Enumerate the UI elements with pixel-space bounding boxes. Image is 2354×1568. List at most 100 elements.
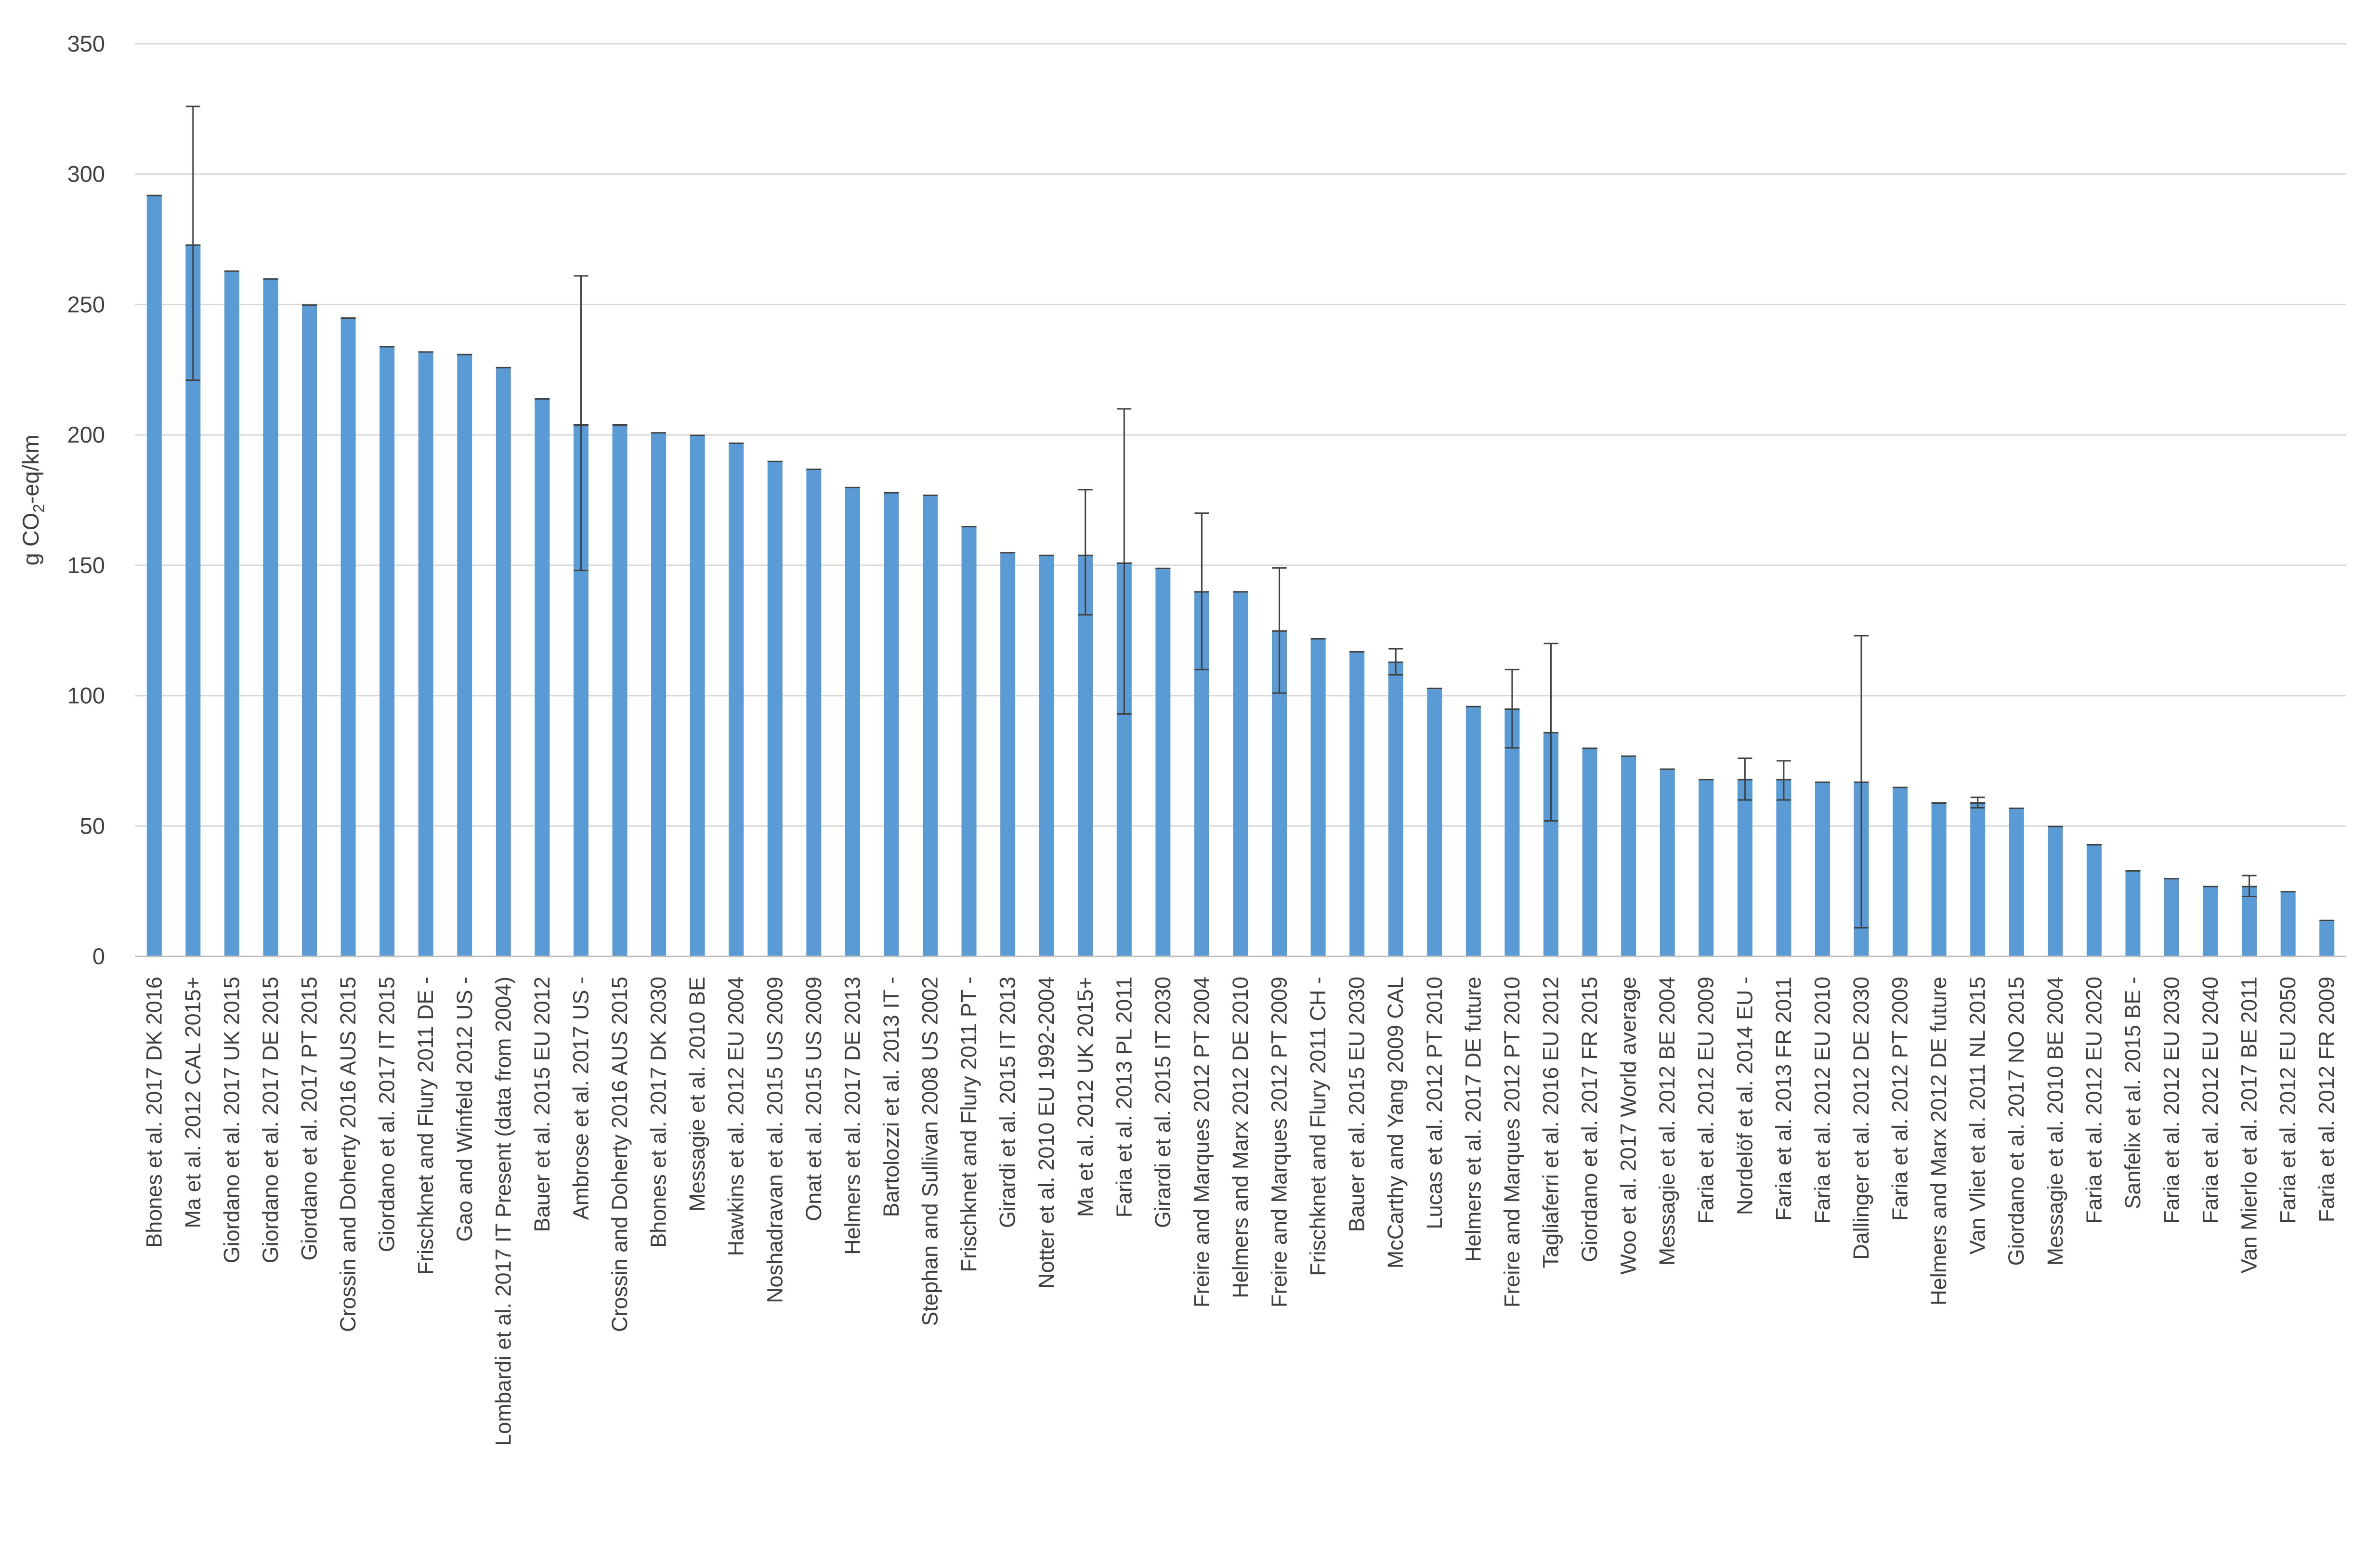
x-tick-label: Freire and Marques 2012 PT 2004 — [1189, 977, 1214, 1307]
x-tick-label: Hawkins et al. 2012 EU 2004 — [724, 977, 748, 1256]
bar — [2242, 886, 2257, 956]
x-tick-label: Nordelöf et al. 2014 EU - — [1732, 977, 1757, 1215]
x-tick-label: Helmers et al. 2017 DE future — [1461, 977, 1485, 1262]
bar — [457, 354, 472, 956]
x-tick-label: Giordano et al. 2017 IT 2015 — [375, 977, 399, 1252]
x-tick-label: Giordano et al. 2017 NO 2015 — [2004, 977, 2028, 1266]
y-tick-labels: 0 50 100 150 200 250 300 350 — [67, 31, 105, 969]
bar — [1660, 769, 1675, 956]
x-tick-label: Giordano et al. 2017 PT 2015 — [297, 977, 322, 1261]
x-tick-label: Faria et al. 2012 EU 2040 — [2198, 977, 2223, 1224]
x-tick-label: Girardi et al. 2015 IT 2030 — [1151, 977, 1175, 1228]
x-tick-label: Faria et al. 2012 EU 2010 — [1810, 977, 1834, 1224]
x-tick-label: Faria et al. 2013 PL 2011 — [1112, 977, 1136, 1217]
bar — [690, 435, 705, 957]
bar — [379, 346, 395, 956]
x-tick-label: Tagliaferri et al. 2016 EU 2012 — [1538, 977, 1563, 1268]
y-tick-label: 150 — [67, 552, 105, 578]
y-tick-label: 350 — [67, 31, 105, 56]
x-tick-label: Faria et al. 2012 PT 2009 — [1888, 977, 1912, 1221]
x-tick-label: Faria et al. 2012 EU 2030 — [2159, 977, 2184, 1224]
bar — [146, 195, 162, 956]
bar — [1310, 638, 1326, 956]
y-axis-title: g CO2-eq/km — [18, 435, 48, 566]
x-tick-label: Lombardi et al. 2017 IT Present (data fr… — [491, 977, 515, 1446]
x-tick-label: Messagie et al. 2010 BE 2004 — [2043, 977, 2067, 1266]
x-tick-label: Messagie et al. 2012 BE 2004 — [1655, 977, 1679, 1266]
bar — [340, 317, 356, 956]
error-bars — [146, 105, 2335, 928]
x-tick-label: Woo et al. 2017 World average — [1616, 977, 1641, 1275]
bar — [496, 367, 511, 957]
x-tick-label: Helmers et al. 2017 DE 2013 — [840, 977, 864, 1255]
x-tick-label: Dallinger et al. 2012 DE 2030 — [1849, 977, 1873, 1260]
bar — [1039, 555, 1054, 956]
bar — [1621, 756, 1636, 956]
x-tick-label: Crossin and Doherty 2016 AUS 2015 — [336, 977, 360, 1332]
y-axis-title-main: g CO — [18, 513, 43, 566]
bar — [1465, 706, 1481, 956]
bar — [1000, 552, 1016, 956]
x-tick-label: Ma et al. 2012 UK 2015+ — [1073, 977, 1098, 1217]
x-tick-label: Freire and Marques 2012 PT 2010 — [1500, 977, 1524, 1307]
x-tick-label: Van Mierlo et al. 2017 BE 2011 — [2237, 977, 2262, 1273]
x-tick-label: Van Vliet et al. 2011 NL 2015 — [1965, 977, 1990, 1254]
x-tick-label: Freire and Marques 2012 PT 2009 — [1267, 977, 1292, 1307]
bar — [2164, 878, 2179, 956]
x-tick-label: Helmers and Marx 2012 DE 2010 — [1228, 977, 1253, 1298]
bar — [2086, 844, 2102, 956]
bar — [1893, 787, 1908, 956]
y-tick-label: 50 — [80, 813, 105, 838]
bar — [1349, 651, 1365, 956]
bar — [1078, 555, 1093, 956]
x-tick-label: Girardi et al. 2015 IT 2013 — [995, 977, 1020, 1228]
bar — [1699, 779, 1714, 956]
bar — [1582, 747, 1597, 956]
x-tick-label: McCarthy and Yang 2009 CAL — [1383, 977, 1408, 1268]
y-tick-label: 200 — [67, 422, 105, 447]
bar — [2203, 886, 2218, 956]
x-tick-label: Gao and Winfeld 2012 US - — [452, 977, 477, 1241]
bar — [1737, 779, 1752, 956]
bar — [1155, 568, 1171, 956]
x-tick-label: Frischknet and Flury 2011 CH - — [1306, 977, 1330, 1276]
x-tick-label: Frischknet and Flury 2011 DE - — [413, 977, 438, 1275]
x-tick-label: Giordano et al. 2017 DE 2015 — [258, 977, 283, 1263]
bar — [2280, 891, 2296, 956]
x-tick-label: Bauer et al. 2015 EU 2030 — [1345, 977, 1369, 1232]
bar — [535, 398, 550, 957]
x-tick-label: Onat et al. 2015 US 2009 — [801, 977, 826, 1221]
x-tick-label: Bhones et al. 2017 DK 2016 — [142, 977, 166, 1248]
bar — [845, 487, 860, 956]
x-tick-label: Lucas et al. 2012 PT 2010 — [1422, 977, 1447, 1229]
x-tick-label: Faria et al. 2012 EU 2009 — [1694, 977, 1718, 1224]
bars — [146, 195, 2335, 957]
bar — [1388, 662, 1403, 956]
x-tick-label: Bhones et al. 2017 DK 2030 — [646, 977, 671, 1248]
x-tick-label: Faria et al. 2012 EU 2050 — [2276, 977, 2300, 1224]
bar — [263, 278, 278, 957]
bar — [1970, 802, 1986, 956]
x-tick-label: Frischknet and Flury 2011 PT - — [956, 977, 981, 1272]
y-tick-label: 0 — [92, 943, 105, 969]
bar — [961, 526, 977, 956]
bar — [1504, 708, 1520, 956]
x-tick-label: Ma et al. 2012 CAL 2015+ — [181, 977, 205, 1228]
x-tick-label: Giordano et al. 2017 FR 2015 — [1577, 977, 1602, 1262]
x-tick-label: Faria et al. 2012 FR 2009 — [2315, 977, 2339, 1222]
bar — [2048, 826, 2063, 956]
bar — [612, 424, 628, 956]
x-tick-label: Faria et al. 2013 FR 2011 — [1771, 977, 1796, 1221]
bar — [418, 351, 433, 956]
bar — [729, 443, 744, 956]
x-tick-label: Stephan and Sullivan 2008 US 2002 — [918, 977, 942, 1326]
x-tick-label: Messagie et al. 2010 BE — [685, 977, 709, 1212]
bar — [923, 495, 938, 956]
x-tick-label: Giordano et al. 2017 UK 2015 — [219, 977, 244, 1263]
bar — [1233, 591, 1248, 956]
x-tick-label: Ambrose et al. 2017 US - — [568, 977, 593, 1220]
x-tick-label: Bauer et al. 2015 EU 2012 — [530, 977, 554, 1232]
bar — [884, 492, 899, 956]
